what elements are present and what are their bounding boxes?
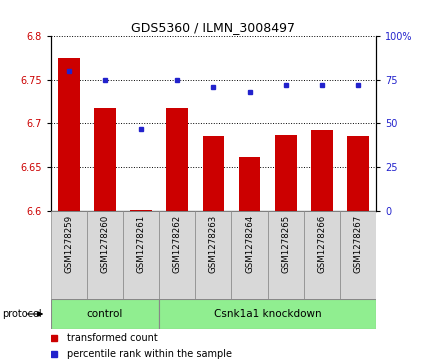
Bar [94, 108, 116, 211]
Bar [268, 211, 304, 299]
Bar [340, 211, 376, 299]
Text: percentile rank within the sample: percentile rank within the sample [67, 349, 232, 359]
Text: GSM1278265: GSM1278265 [281, 215, 290, 273]
Text: transformed count: transformed count [67, 333, 158, 343]
Bar [159, 211, 195, 299]
Text: GSM1278262: GSM1278262 [173, 215, 182, 273]
Text: GSM1278259: GSM1278259 [64, 215, 73, 273]
Text: GSM1278263: GSM1278263 [209, 215, 218, 273]
Title: GDS5360 / ILMN_3008497: GDS5360 / ILMN_3008497 [132, 21, 295, 34]
Bar [51, 299, 159, 329]
Text: Csnk1a1 knockdown: Csnk1a1 knockdown [214, 309, 322, 319]
Bar [51, 211, 87, 299]
Text: GSM1278261: GSM1278261 [136, 215, 146, 273]
Bar [202, 136, 224, 211]
Bar [275, 135, 297, 211]
Text: GSM1278267: GSM1278267 [354, 215, 363, 273]
Bar [58, 58, 80, 211]
Bar [239, 158, 260, 211]
Bar [347, 136, 369, 211]
Bar [231, 211, 268, 299]
Text: GSM1278264: GSM1278264 [245, 215, 254, 273]
Text: GSM1278260: GSM1278260 [100, 215, 110, 273]
Bar [311, 130, 333, 211]
Bar [87, 211, 123, 299]
Text: GSM1278266: GSM1278266 [317, 215, 326, 273]
Bar [130, 210, 152, 211]
Bar [166, 108, 188, 211]
Bar [159, 299, 376, 329]
Bar [123, 211, 159, 299]
Bar [195, 211, 231, 299]
Text: protocol: protocol [2, 309, 42, 319]
Text: control: control [87, 309, 123, 319]
Bar [304, 211, 340, 299]
